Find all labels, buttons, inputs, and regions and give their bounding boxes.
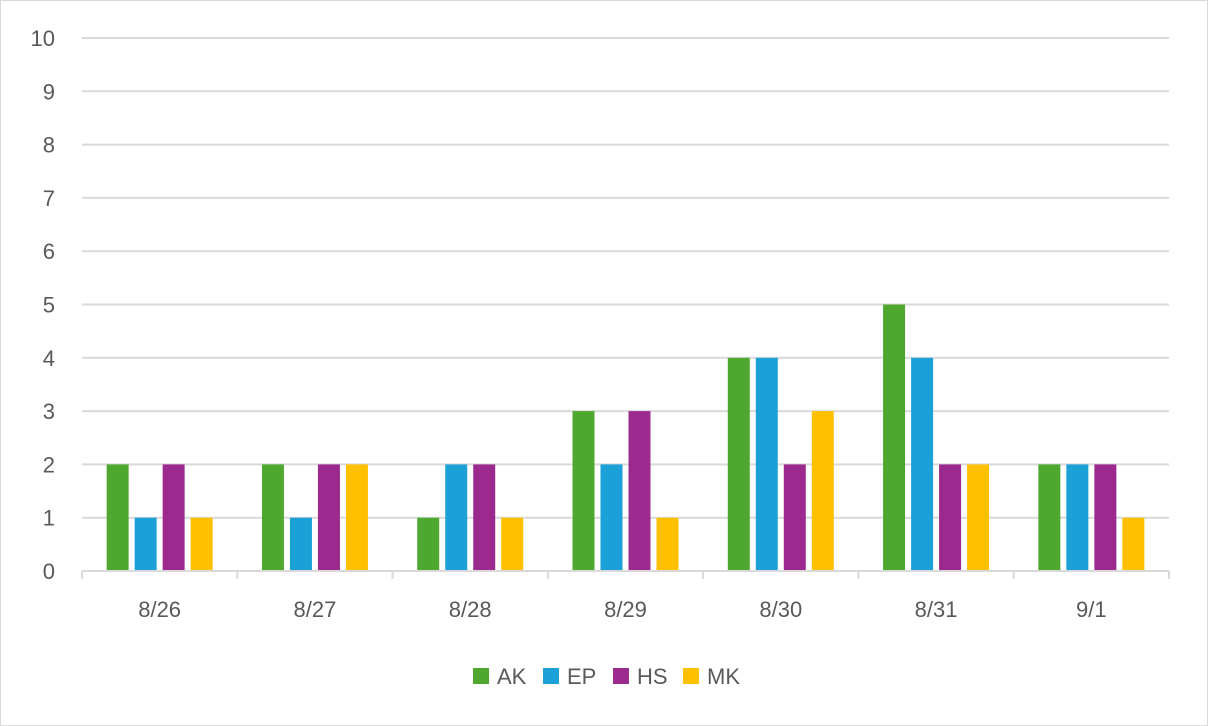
legend-item-ep: EP [543, 664, 596, 689]
bar-ep-4 [755, 357, 778, 571]
legend-label: EP [567, 664, 596, 689]
x-tick-label: 8/31 [915, 597, 958, 622]
bar-hs-5 [939, 464, 962, 571]
legend-label: MK [707, 664, 740, 689]
y-axis-tick-labels: 0 1 2 3 4 5 6 7 8 9 10 [31, 26, 55, 584]
legend-label: AK [497, 664, 527, 689]
y-tick-label: 10 [31, 26, 55, 51]
y-tick-label: 1 [43, 506, 55, 531]
bar-hs-4 [783, 464, 806, 571]
bar-hs-3 [628, 411, 651, 571]
bar-ak-5 [883, 304, 906, 571]
bar-mk-6 [1122, 517, 1145, 571]
legend-item-mk: MK [683, 664, 740, 689]
y-tick-label: 6 [43, 239, 55, 264]
y-tick-label: 8 [43, 133, 55, 158]
bars [106, 304, 1145, 571]
bar-ak-3 [572, 411, 595, 571]
legend-swatch [613, 668, 629, 684]
y-tick-label: 7 [43, 186, 55, 211]
bar-ep-3 [600, 464, 623, 571]
y-tick-label: 5 [43, 293, 55, 318]
bar-hs-6 [1094, 464, 1117, 571]
bar-ak-2 [417, 517, 440, 571]
y-tick-label: 0 [43, 559, 55, 584]
bar-hs-1 [317, 464, 340, 571]
bar-mk-0 [190, 517, 213, 571]
legend-swatch [473, 668, 489, 684]
x-tick-label: 9/1 [1076, 597, 1107, 622]
bar-mk-4 [811, 411, 834, 571]
bar-ak-0 [106, 464, 129, 571]
bar-ak-4 [727, 357, 750, 571]
bar-ak-1 [261, 464, 284, 571]
y-tick-label: 2 [43, 452, 55, 477]
x-tick-label: 8/26 [138, 597, 181, 622]
bar-ep-5 [911, 357, 934, 571]
y-tick-label: 9 [43, 79, 55, 104]
legend-swatch [683, 668, 699, 684]
legend-swatch [543, 668, 559, 684]
x-tick-label: 8/29 [604, 597, 647, 622]
bar-hs-2 [473, 464, 496, 571]
x-tick-label: 8/27 [294, 597, 337, 622]
y-tick-label: 3 [43, 399, 55, 424]
legend-item-hs: HS [613, 664, 668, 689]
bar-mk-1 [345, 464, 368, 571]
bar-mk-2 [501, 517, 524, 571]
legend: AK EP HS MK [473, 664, 740, 689]
bar-ep-1 [289, 517, 312, 571]
bar-mk-5 [967, 464, 990, 571]
bar-ep-6 [1066, 464, 1089, 571]
bar-ak-6 [1038, 464, 1061, 571]
x-tick-label: 8/28 [449, 597, 492, 622]
gridlines [82, 37, 1169, 519]
bar-ep-2 [445, 464, 468, 571]
bar-hs-0 [162, 464, 185, 571]
x-axis [81, 570, 1170, 579]
legend-label: HS [637, 664, 668, 689]
bar-mk-3 [656, 517, 679, 571]
x-tick-label: 8/30 [759, 597, 802, 622]
legend-item-ak: AK [473, 664, 527, 689]
x-axis-tick-labels: 8/26 8/27 8/28 8/29 8/30 8/31 9/1 [138, 597, 1106, 622]
bar-ep-0 [134, 517, 157, 571]
y-tick-label: 4 [43, 346, 55, 371]
